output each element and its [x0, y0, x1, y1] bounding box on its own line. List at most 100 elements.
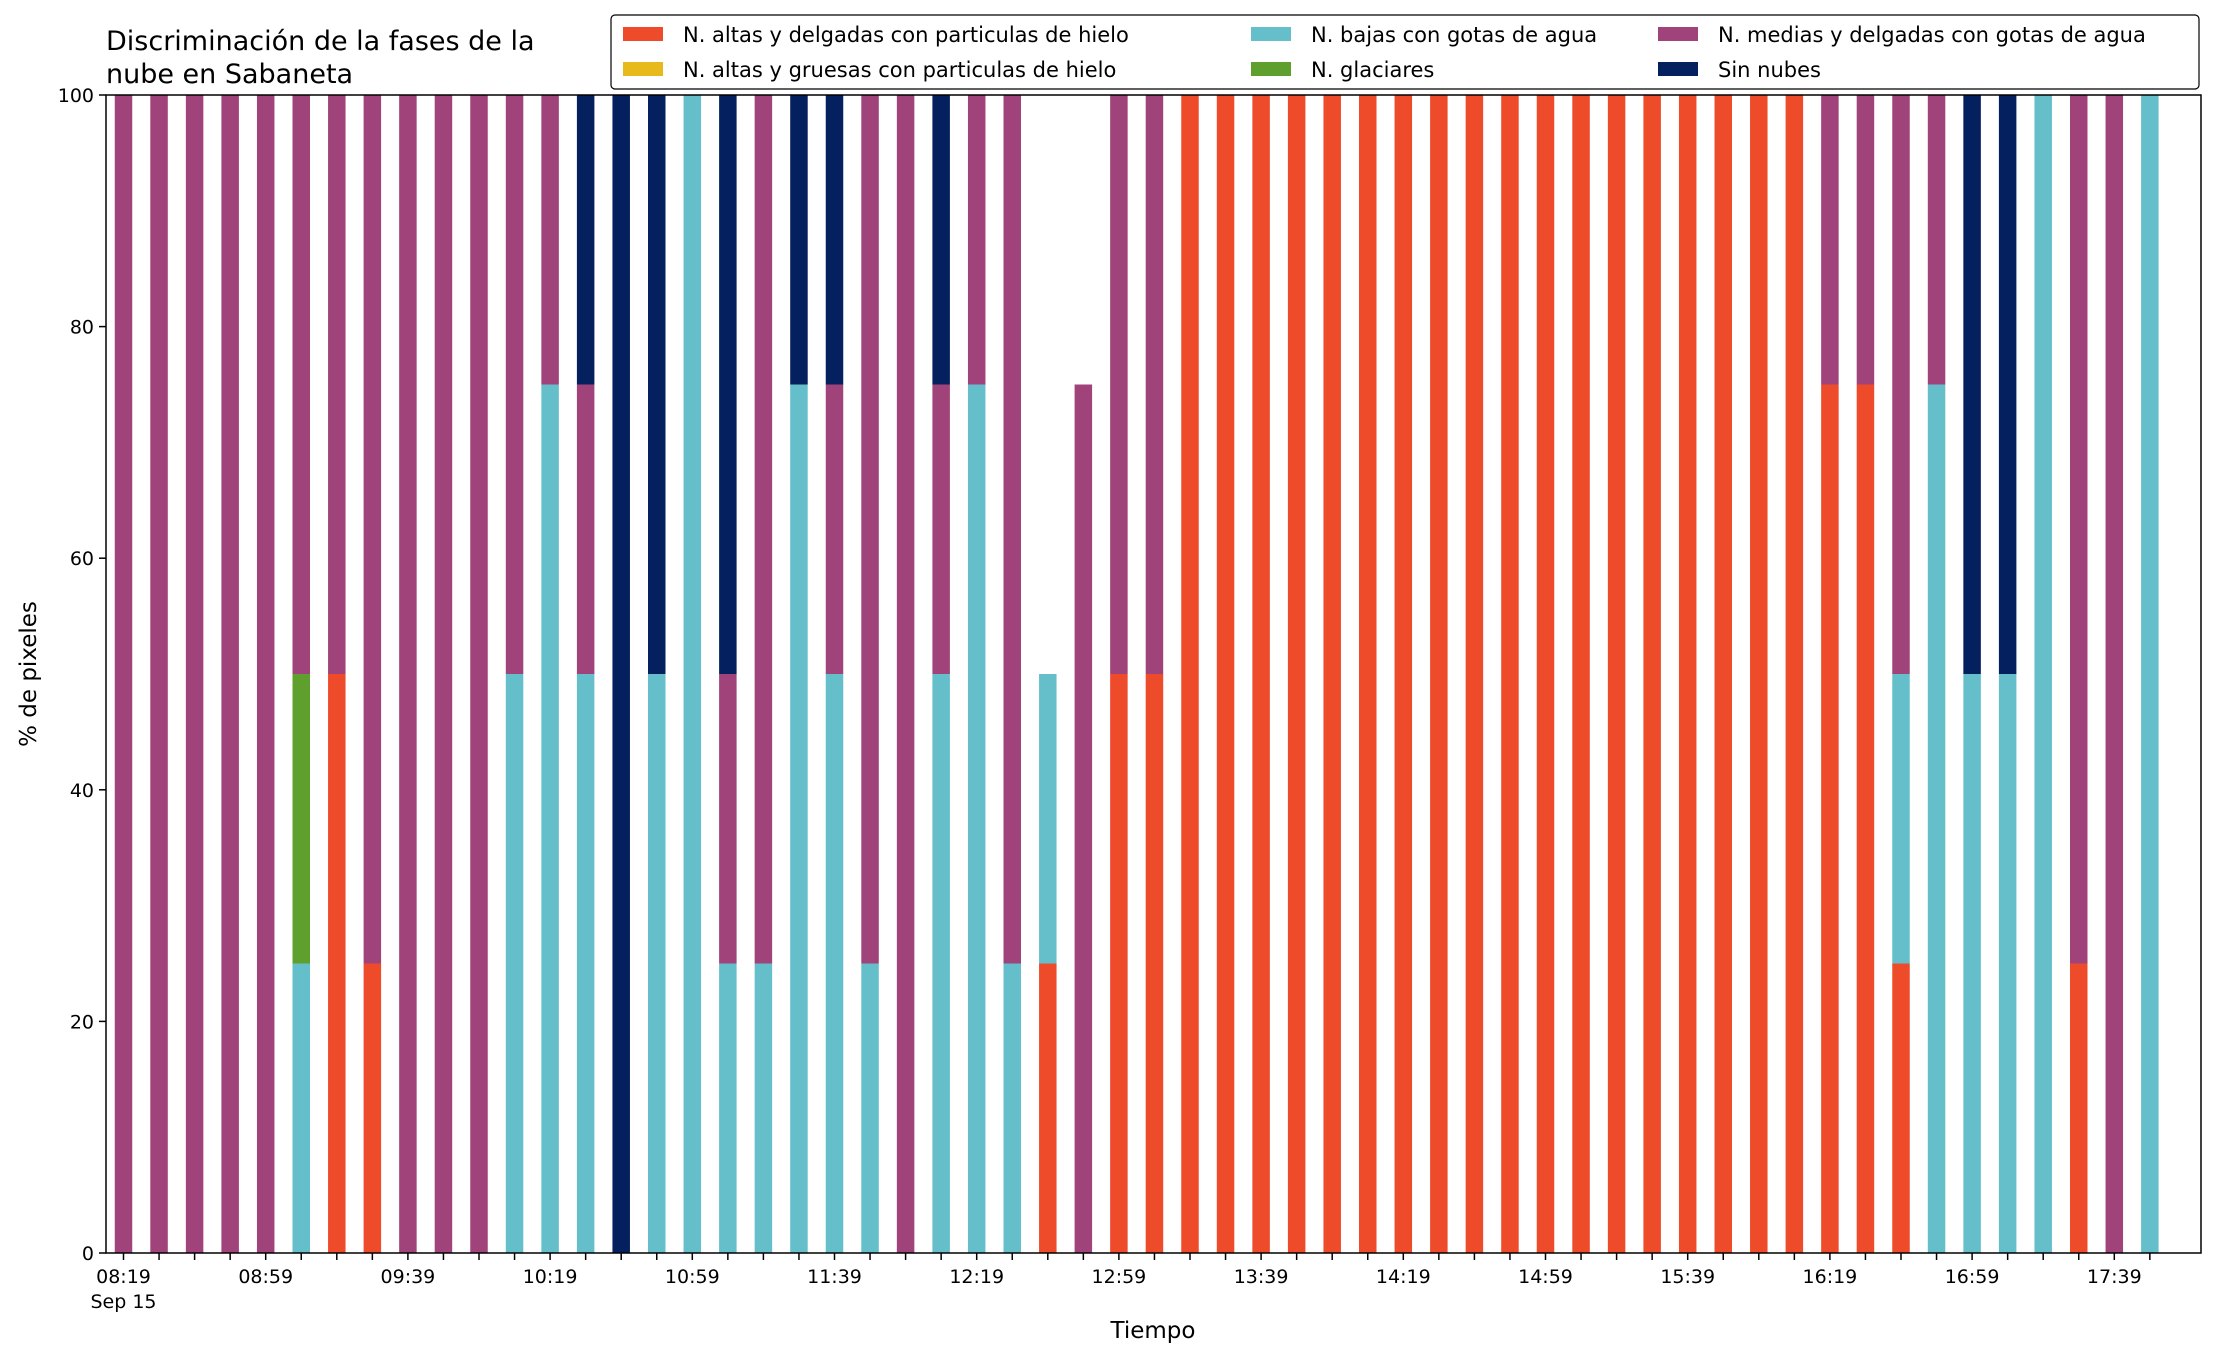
bar-segment [825, 95, 844, 385]
legend-swatch [1658, 27, 1698, 41]
x-tick-label: 13:39 [1234, 1266, 1289, 1288]
bar-segment [967, 95, 986, 385]
bar-segment [1430, 95, 1448, 1253]
bar-segment [719, 963, 737, 1253]
x-tick-label: 10:59 [665, 1266, 720, 1288]
bar-segment [1039, 674, 1057, 964]
x-tick-label: 10:19 [523, 1266, 578, 1288]
bar-segment [1110, 95, 1128, 674]
bar-segment [612, 95, 630, 1253]
bar-segment [683, 95, 702, 1253]
bar-segment [754, 963, 773, 1253]
bar-segment [754, 95, 773, 964]
bar-segment [150, 95, 168, 1253]
x-axis-label: Tiempo [1110, 1318, 1196, 1344]
x-tick-label: 08:59 [238, 1266, 293, 1288]
bar-segment [1003, 963, 1021, 1253]
y-tick-label: 20 [70, 1011, 94, 1033]
bar-segment [292, 674, 310, 964]
bar-segment [1216, 95, 1235, 1253]
bar-segment [256, 95, 275, 1253]
bar-segment [861, 95, 879, 964]
bar-segment [1501, 95, 1519, 1253]
legend-label: Sin nubes [1718, 58, 1821, 82]
legend-swatch [623, 62, 663, 76]
bar-segment [363, 95, 382, 964]
bar-segment [1927, 95, 1946, 385]
chart-title-line-1: Discriminación de la fases de la [106, 26, 535, 57]
bar-segment [505, 674, 524, 1253]
bar-segment [2105, 95, 2124, 1253]
bar-segment [292, 963, 310, 1253]
bar-segment [1145, 674, 1164, 1253]
bars-layer [114, 95, 2159, 1253]
x-tick-label: 12:19 [949, 1266, 1004, 1288]
legend-swatch [1658, 62, 1698, 76]
bar-segment [328, 674, 346, 1253]
bar-segment [2034, 95, 2052, 1253]
bar-segment [1856, 384, 1875, 1253]
y-tick-label: 40 [70, 780, 94, 802]
legend-label: N. glaciares [1311, 58, 1434, 82]
x-tick-label: 14:59 [1518, 1266, 1573, 1288]
legend-label: N. medias y delgadas con gotas de agua [1718, 23, 2146, 47]
bar-segment [399, 95, 417, 1253]
legend-swatch [1251, 27, 1291, 41]
y-tick-label: 60 [70, 548, 94, 570]
bar-segment [2070, 963, 2088, 1253]
legend-label: N. altas y delgadas con particulas de hi… [683, 23, 1129, 47]
bar-segment [1892, 674, 1910, 964]
bar-segment [1892, 95, 1910, 674]
bar-segment [790, 384, 808, 1253]
plot-frame [105, 94, 2202, 1254]
bar-segment [1572, 95, 1590, 1253]
bar-segment [1821, 95, 1839, 385]
legend-label: N. altas y gruesas con particulas de hie… [683, 58, 1116, 82]
bar-segment [648, 674, 666, 1253]
bar-segment [1821, 384, 1839, 1253]
x-tick-label: 08:19 [96, 1266, 151, 1288]
bar-segment [1714, 95, 1732, 1253]
y-tick-label: 100 [58, 85, 94, 107]
y-tick-label: 80 [70, 317, 94, 339]
bar-segment [1607, 95, 1626, 1253]
x-tick-label: 17:39 [2087, 1266, 2142, 1288]
bar-segment [1750, 95, 1768, 1253]
bar-segment [114, 95, 133, 1253]
bar-segment [505, 95, 524, 674]
legend-swatch [623, 27, 663, 41]
bar-segment [1678, 95, 1697, 1253]
bar-segment [719, 674, 737, 964]
bar-segment [1963, 674, 1981, 1253]
bar-segment [1963, 95, 1981, 674]
bar-segment [2070, 95, 2088, 964]
bar-segment [1394, 95, 1413, 1253]
bar-segment [1359, 95, 1377, 1253]
legend: N. altas y delgadas con particulas de hi… [610, 14, 2200, 90]
x-tick-label: 12:59 [1092, 1266, 1147, 1288]
bar-segment [1287, 95, 1306, 1253]
bar-segment [932, 674, 950, 1253]
bar-segment [292, 95, 310, 674]
bar-segment [790, 95, 808, 385]
bar-segment [967, 384, 986, 1253]
bar-segment [1465, 95, 1484, 1253]
bar-segment [541, 95, 559, 385]
bar-segment [932, 95, 950, 385]
bar-segment [576, 674, 595, 1253]
bar-segment [1074, 384, 1093, 1253]
bar-segment [1110, 674, 1128, 1253]
bar-segment [1892, 963, 1910, 1253]
x-tick-label: 16:19 [1803, 1266, 1858, 1288]
x-tick-sublabel: Sep 15 [90, 1291, 156, 1313]
bar-segment [1927, 384, 1946, 1253]
bar-segment [576, 384, 595, 674]
bar-segment [470, 95, 488, 1253]
bar-segment [185, 95, 204, 1253]
bar-segment [1323, 95, 1341, 1253]
x-tick-label: 16:59 [1945, 1266, 2000, 1288]
x-tick-label: 11:39 [807, 1266, 862, 1288]
y-tick-label: 0 [82, 1243, 94, 1265]
bar-segment [1252, 95, 1270, 1253]
